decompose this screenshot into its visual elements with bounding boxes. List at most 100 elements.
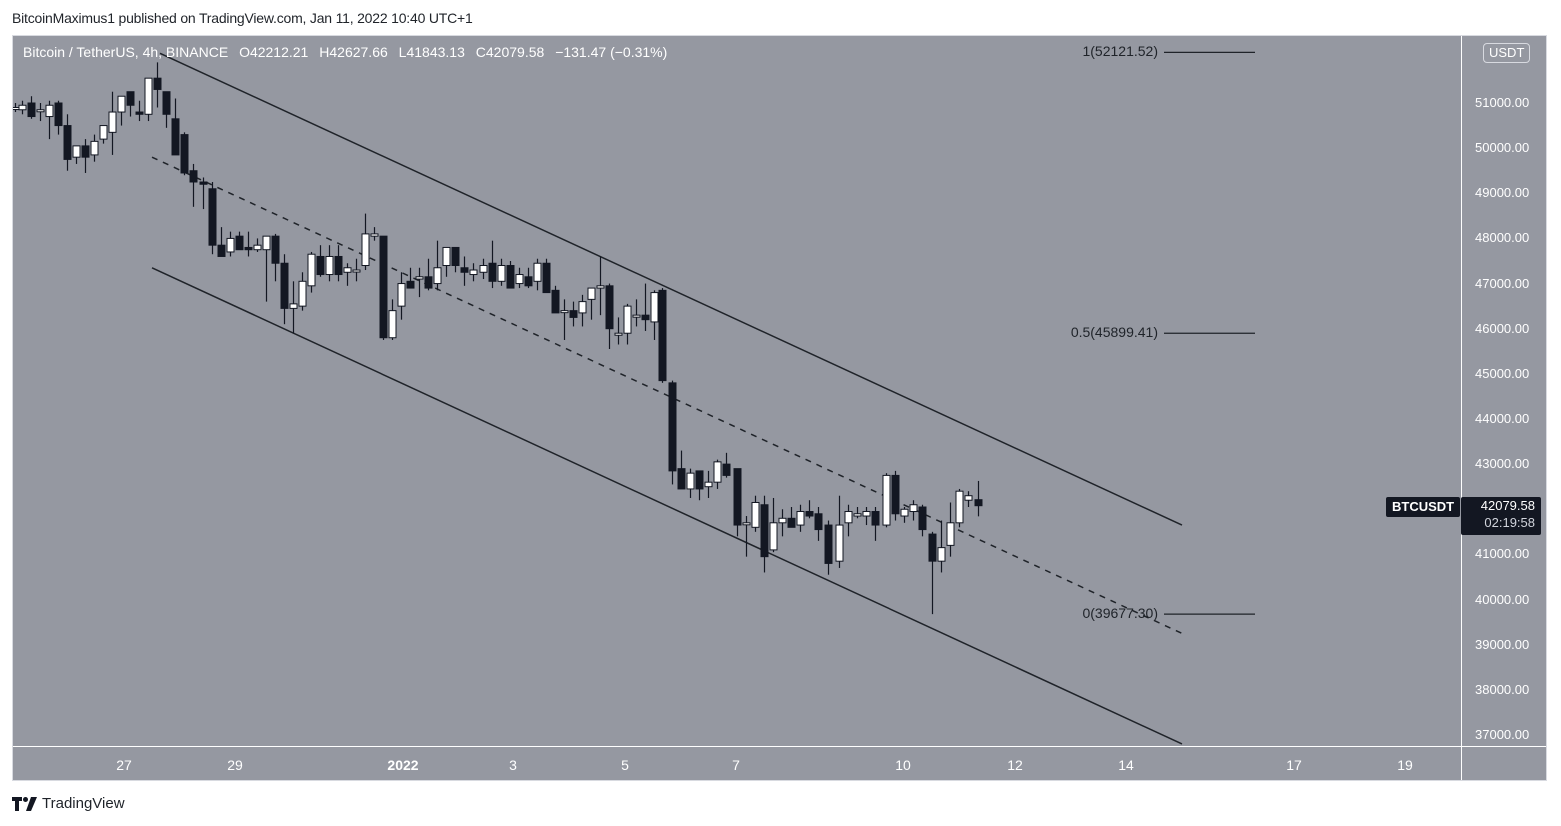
candle-bear <box>208 188 217 246</box>
candle-bull <box>751 501 760 528</box>
candle-bear <box>153 77 162 90</box>
candle-bear <box>271 235 280 264</box>
time-tick-label: 5 <box>621 757 629 773</box>
candle-bear <box>244 246 253 251</box>
candle-bull <box>853 513 862 517</box>
candle-bear <box>891 474 900 515</box>
candle-bear <box>814 513 823 531</box>
candle-bull <box>253 244 262 251</box>
candle-bull <box>713 461 722 483</box>
close-value: 42079.58 <box>485 44 545 60</box>
candle-bear <box>424 276 433 289</box>
candle-bull <box>964 495 973 501</box>
price-chart-canvas[interactable] <box>13 36 1461 746</box>
time-tick-label: 10 <box>895 757 911 773</box>
candle-bull <box>325 255 334 276</box>
candle-bull <box>862 511 871 517</box>
candle-bear <box>334 255 343 276</box>
candle-bull <box>882 474 891 526</box>
candle-bear <box>668 382 677 472</box>
candle-bear <box>918 506 927 531</box>
candle-bear <box>406 280 415 289</box>
candle-bear <box>760 504 769 558</box>
price-tick-label: 41000.00 <box>1475 546 1530 562</box>
candle-bull <box>578 301 587 314</box>
time-tick-label: 29 <box>227 757 243 773</box>
candle-bear <box>379 235 388 339</box>
candle-bull <box>18 104 27 111</box>
bar-countdown: 02:19:58 <box>1484 515 1535 530</box>
candle-bear <box>733 468 742 526</box>
low-label: L <box>398 44 407 60</box>
candle-bear <box>524 276 533 287</box>
currency-badge[interactable]: USDT <box>1483 43 1531 63</box>
candle-bull <box>955 490 964 524</box>
candle-bear <box>506 265 515 289</box>
last-price-value: 42079.58 <box>1480 498 1535 513</box>
candle-bear <box>974 499 983 507</box>
candle-bull <box>117 95 126 113</box>
candle-bear <box>658 289 667 382</box>
symbol-ticker-badge: BTCUSDT <box>1386 497 1461 517</box>
tradingview-logo[interactable]: TradingView <box>12 795 125 812</box>
open-label: O <box>239 44 250 60</box>
candle-bull <box>45 104 54 118</box>
candle-bear <box>27 102 36 118</box>
symbol-name: Bitcoin / TetherUS, 4h, BINANCE <box>23 44 229 60</box>
candle-bull <box>769 522 778 551</box>
published-caption: BitcoinMaximus1 published on TradingView… <box>12 10 473 26</box>
time-tick-label: 14 <box>1118 757 1134 773</box>
candle-bear <box>677 468 686 490</box>
close-label: C <box>475 44 486 60</box>
candle-bear <box>569 310 578 318</box>
high-value: 42627.66 <box>329 44 388 60</box>
candle-bull <box>835 524 844 562</box>
candle-bull <box>742 522 751 526</box>
candle-bear <box>126 91 135 106</box>
candle-bull <box>533 262 542 282</box>
time-tick-label: 7 <box>732 757 740 773</box>
candle-bull <box>623 305 632 334</box>
candle-bear <box>928 533 937 562</box>
candle-bull <box>13 107 20 111</box>
candle-bull <box>632 314 641 318</box>
price-tick-label: 46000.00 <box>1475 320 1530 336</box>
candle-bull <box>614 332 623 336</box>
tradingview-logo-icon <box>12 796 37 811</box>
candle-bull <box>262 235 271 251</box>
candle-bull <box>469 269 478 276</box>
price-tick-label: 49000.00 <box>1475 185 1530 201</box>
time-tick-label: 17 <box>1286 757 1302 773</box>
price-tick-label: 50000.00 <box>1475 140 1530 156</box>
price-tick-label: 40000.00 <box>1475 591 1530 607</box>
candle-bull <box>937 547 946 562</box>
candle-bear <box>235 235 244 251</box>
candle-bear <box>451 246 460 267</box>
candle-bull <box>560 310 569 314</box>
price-tick-label: 47000.00 <box>1475 275 1530 291</box>
candle-bear <box>189 170 198 183</box>
candle-bull <box>108 111 117 133</box>
time-axis-divider <box>13 746 1546 747</box>
channel-middle-dashed-line <box>151 156 1183 635</box>
candle-bear <box>787 517 796 528</box>
candle-bull <box>497 265 506 282</box>
candle-bear <box>605 285 614 330</box>
candle-bull <box>587 287 596 300</box>
candle-bull <box>900 508 909 517</box>
candle-bull <box>515 274 524 285</box>
time-tick-label: 12 <box>1007 757 1023 773</box>
fib-level-label: 1(52121.52) <box>1082 43 1158 60</box>
price-tick-label: 38000.00 <box>1475 681 1530 697</box>
candle-bull <box>704 481 713 488</box>
candle-bull <box>778 517 787 524</box>
candle-bear <box>805 511 814 517</box>
candle-bull <box>307 253 316 287</box>
candle-bull <box>650 292 659 323</box>
time-tick-label: 3 <box>509 757 517 773</box>
candle-bear <box>199 181 208 185</box>
price-tick-label: 43000.00 <box>1475 456 1530 472</box>
candle-bull <box>796 511 805 526</box>
candle-bear <box>171 118 180 156</box>
candle-bull <box>226 237 235 253</box>
